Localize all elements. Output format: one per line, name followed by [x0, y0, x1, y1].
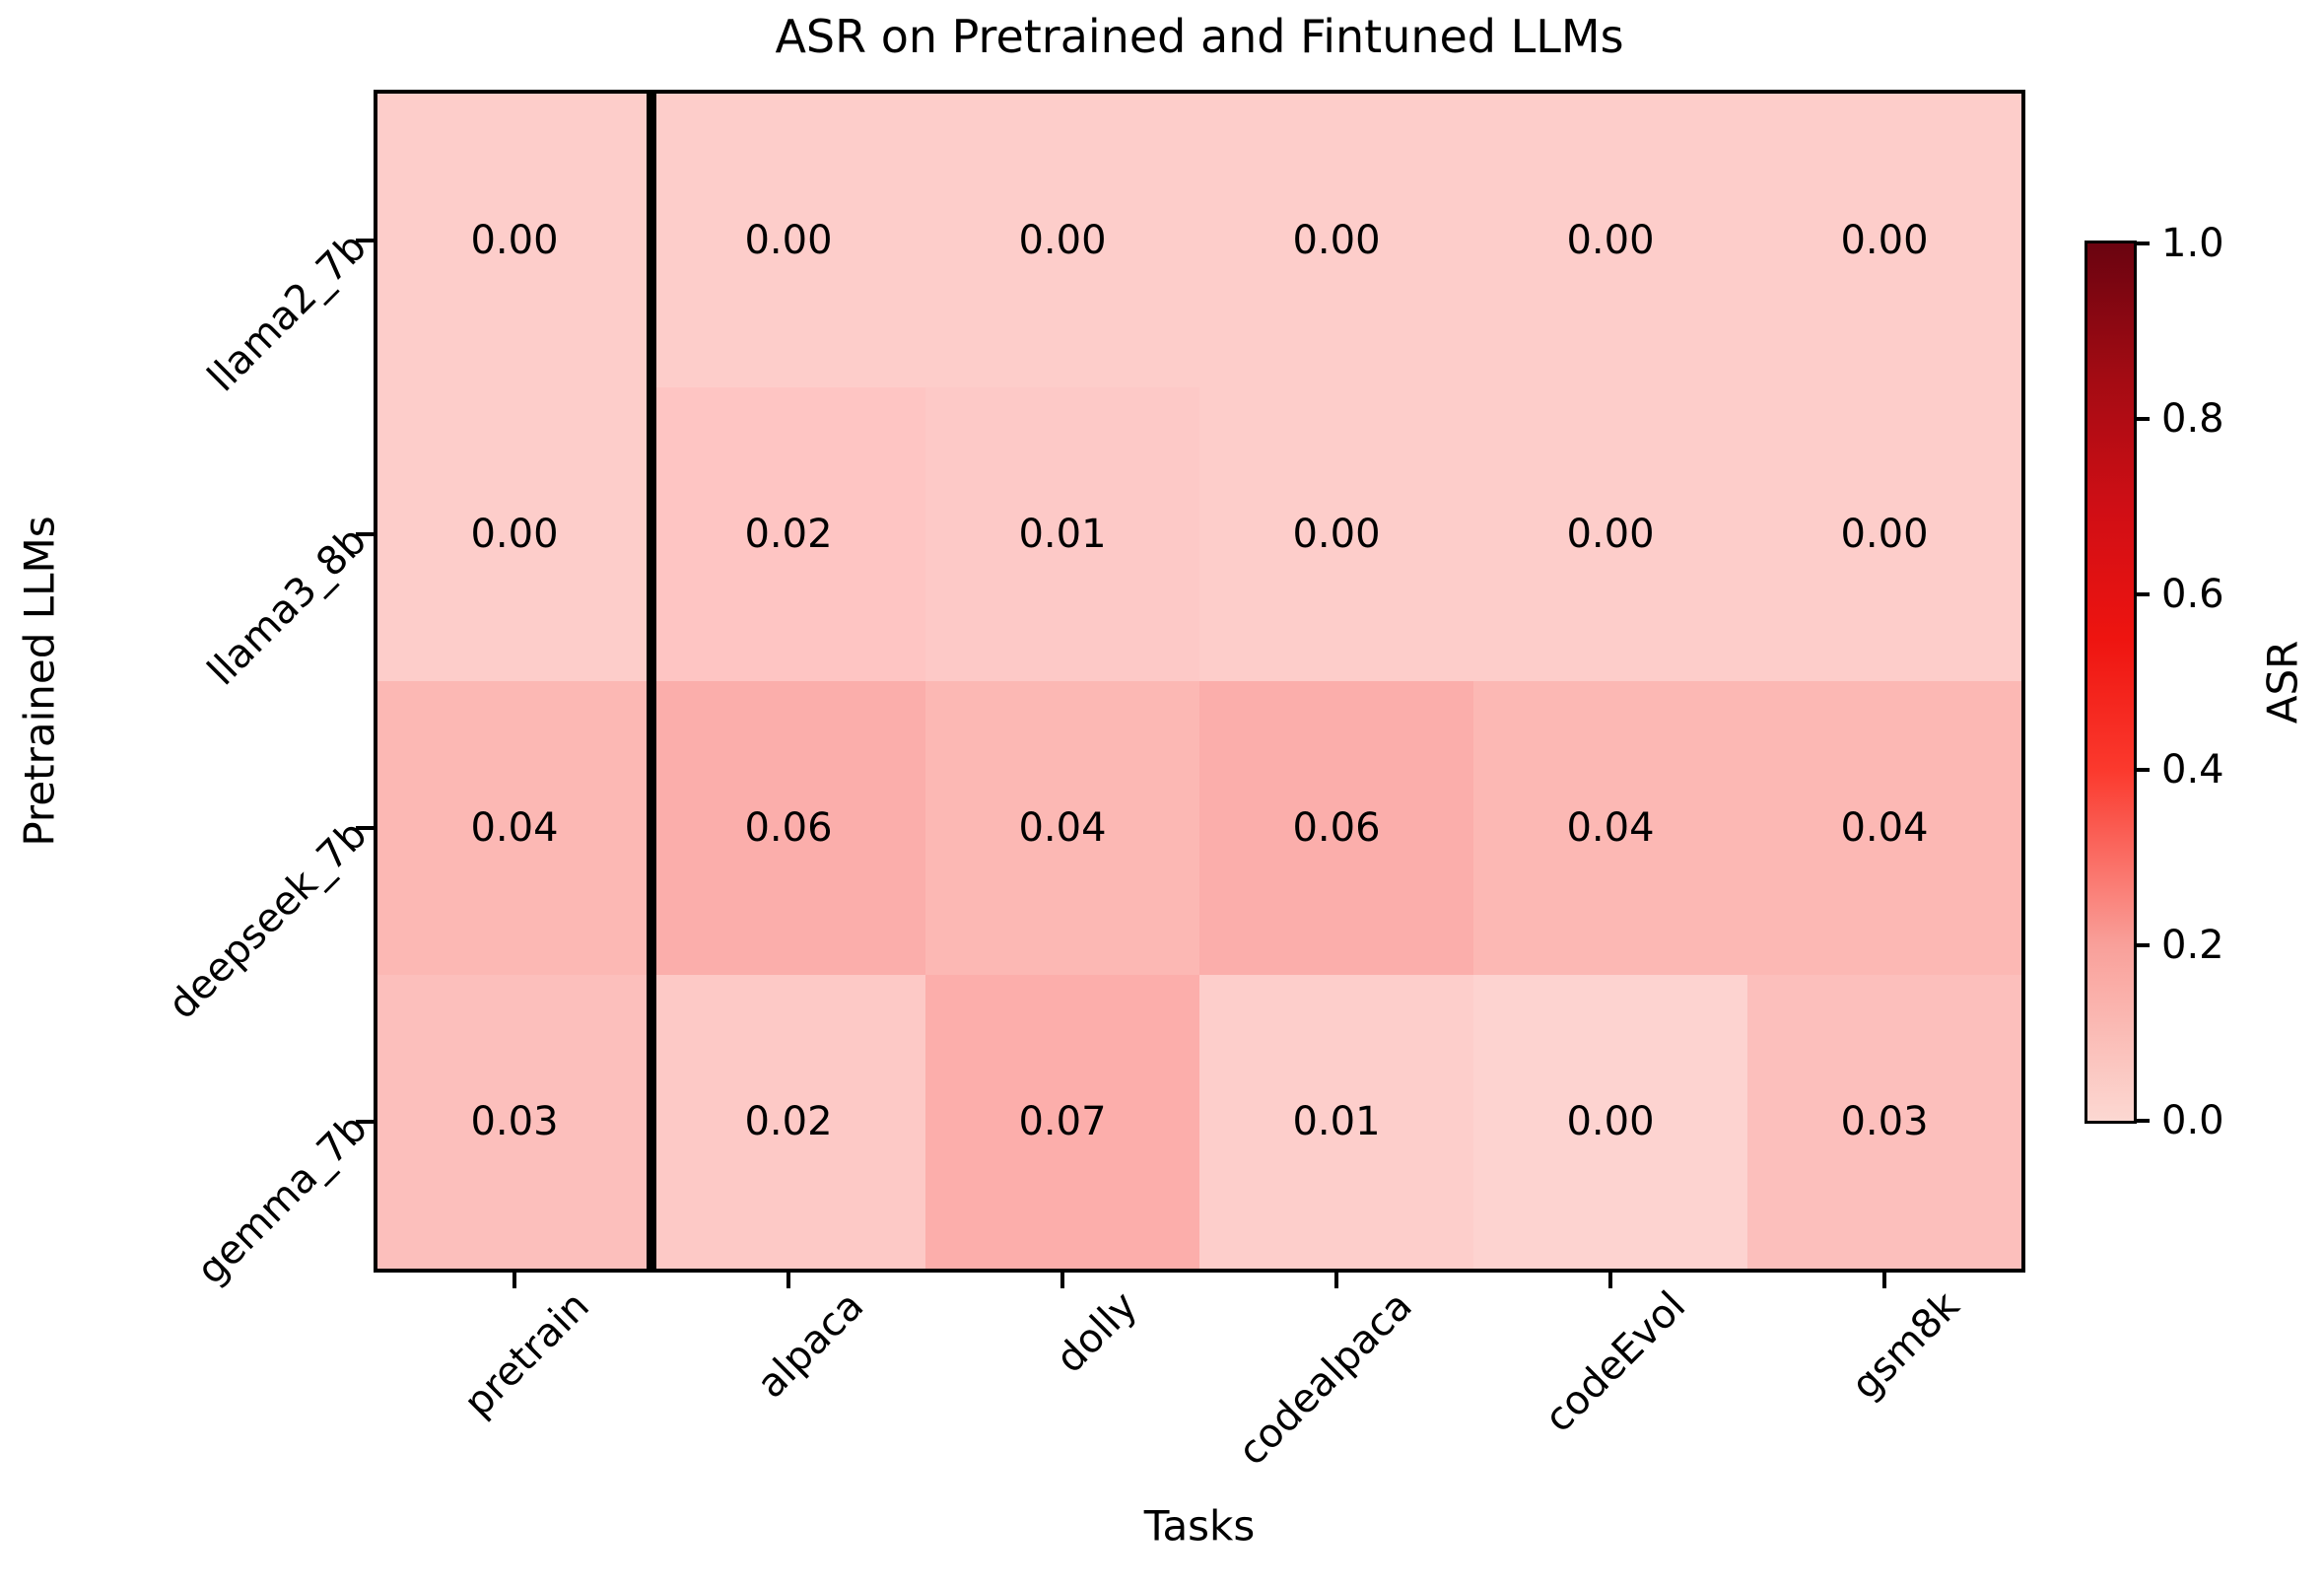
colorbar-tick-mark — [2134, 592, 2150, 596]
colorbar-tick-label-0.6: 0.6 — [2161, 572, 2224, 617]
heatmap-cell-llama2_7b-codealpaca: 0.00 — [1199, 94, 1473, 387]
heatmap-cell-llama3_8b-codeEvol: 0.00 — [1473, 387, 1747, 681]
heatmap-cell-gemma_7b-gsm8k: 0.03 — [1747, 975, 2021, 1269]
cell-value: 0.03 — [1840, 1099, 1929, 1144]
x-tick-label-gsm8k: gsm8k — [1843, 1282, 1969, 1409]
heatmap-cell-gemma_7b-dolly: 0.07 — [925, 975, 1199, 1269]
x-tick-mark — [1608, 1271, 1612, 1288]
x-tick-label-alpaca: alpaca — [748, 1282, 873, 1408]
colorbar-tick-label-0.8: 0.8 — [2161, 396, 2224, 442]
heatmap-cell-gemma_7b-alpaca: 0.02 — [651, 975, 925, 1269]
heatmap-cell-deepseek_7b-pretrain: 0.04 — [377, 681, 651, 975]
pretrain-finetune-separator-line — [647, 90, 656, 1269]
cell-value: 0.00 — [1840, 218, 1929, 263]
cell-value: 0.00 — [1566, 218, 1655, 263]
cell-value: 0.00 — [744, 218, 833, 263]
cell-value: 0.00 — [1018, 218, 1107, 263]
cell-value: 0.02 — [744, 512, 833, 557]
colorbar-tick-label-1.0: 1.0 — [2161, 221, 2224, 266]
cell-value: 0.00 — [1292, 218, 1381, 263]
colorbar-label: ASR — [2258, 640, 2307, 724]
heatmap-cell-deepseek_7b-codeEvol: 0.04 — [1473, 681, 1747, 975]
heatmap-cell-llama2_7b-pretrain: 0.00 — [377, 94, 651, 387]
cell-value: 0.01 — [1292, 1099, 1381, 1144]
cell-value: 0.00 — [1566, 512, 1655, 557]
colorbar-tick-mark — [2134, 943, 2150, 947]
x-tick-mark — [513, 1271, 516, 1288]
heatmap-cell-deepseek_7b-gsm8k: 0.04 — [1747, 681, 2021, 975]
x-tick-label-codeEvol: codeEvol — [1536, 1282, 1695, 1442]
heatmap-cell-llama3_8b-pretrain: 0.00 — [377, 387, 651, 681]
heatmap-cell-llama3_8b-codealpaca: 0.00 — [1199, 387, 1473, 681]
cell-value: 0.02 — [744, 1099, 833, 1144]
y-tick-label-deepseek_7b: deepseek_7b — [160, 811, 376, 1028]
cell-value: 0.00 — [1566, 1099, 1655, 1144]
y-tick-mark — [356, 1120, 374, 1124]
x-tick-mark — [786, 1271, 790, 1288]
x-tick-mark — [1334, 1271, 1338, 1288]
y-axis-label: Pretrained LLMs — [15, 516, 64, 847]
heatmap-cell-llama2_7b-dolly: 0.00 — [925, 94, 1199, 387]
x-axis-label: Tasks — [1143, 1501, 1256, 1551]
y-tick-mark — [356, 532, 374, 536]
colorbar — [2085, 241, 2137, 1124]
cell-value: 0.04 — [1018, 805, 1107, 851]
heatmap-cell-deepseek_7b-alpaca: 0.06 — [651, 681, 925, 975]
heatmap-cell-deepseek_7b-dolly: 0.04 — [925, 681, 1199, 975]
x-tick-label-codealpaca: codealpaca — [1229, 1282, 1421, 1475]
heatmap-cell-deepseek_7b-codealpaca: 0.06 — [1199, 681, 1473, 975]
heatmap-cell-llama3_8b-gsm8k: 0.00 — [1747, 387, 2021, 681]
heatmap-cell-gemma_7b-codeEvol: 0.00 — [1473, 975, 1747, 1269]
heatmap-cell-llama2_7b-gsm8k: 0.00 — [1747, 94, 2021, 387]
cell-value: 0.06 — [1292, 805, 1381, 851]
y-tick-label-llama3_8b: llama3_8b — [199, 518, 376, 695]
x-tick-label-dolly: dolly — [1047, 1282, 1147, 1382]
colorbar-tick-mark — [2134, 768, 2150, 772]
heatmap-cell-llama2_7b-alpaca: 0.00 — [651, 94, 925, 387]
heatmap-cell-llama3_8b-alpaca: 0.02 — [651, 387, 925, 681]
cell-value: 0.04 — [1840, 805, 1929, 851]
heatmap-grid: 0.00 0.00 0.00 0.00 0.00 0.00 0.00 0.02 0.01 0.00… — [374, 90, 2025, 1273]
heatmap-cell-gemma_7b-pretrain: 0.03 — [377, 975, 651, 1269]
colorbar-tick-mark — [2134, 417, 2150, 421]
heatmap-cell-llama3_8b-dolly: 0.01 — [925, 387, 1199, 681]
y-tick-mark — [356, 826, 374, 830]
cell-value: 0.01 — [1018, 512, 1107, 557]
colorbar-tick-mark — [2134, 242, 2150, 245]
cell-value: 0.00 — [470, 218, 559, 263]
heatmap-cell-llama2_7b-codeEvol: 0.00 — [1473, 94, 1747, 387]
colorbar-tick-label-0.0: 0.0 — [2161, 1098, 2224, 1143]
colorbar-tick-mark — [2134, 1119, 2150, 1123]
y-tick-mark — [356, 239, 374, 242]
y-tick-label-gemma_7b: gemma_7b — [187, 1105, 376, 1294]
x-tick-mark — [1060, 1271, 1064, 1288]
cell-value: 0.00 — [1292, 512, 1381, 557]
heatmap-cell-gemma_7b-codealpaca: 0.01 — [1199, 975, 1473, 1269]
cell-value: 0.07 — [1018, 1099, 1107, 1144]
x-tick-label-pretrain: pretrain — [455, 1282, 599, 1426]
chart-title: ASR on Pretrained and Fintuned LLMs — [775, 10, 1624, 63]
cell-value: 0.06 — [744, 805, 833, 851]
colorbar-tick-label-0.4: 0.4 — [2161, 747, 2224, 793]
colorbar-tick-label-0.2: 0.2 — [2161, 923, 2224, 968]
x-tick-mark — [1882, 1271, 1886, 1288]
cell-value: 0.00 — [1840, 512, 1929, 557]
cell-value: 0.03 — [470, 1099, 559, 1144]
cell-value: 0.04 — [1566, 805, 1655, 851]
cell-value: 0.04 — [470, 805, 559, 851]
cell-value: 0.00 — [470, 512, 559, 557]
y-tick-label-llama2_7b: llama2_7b — [199, 224, 376, 401]
